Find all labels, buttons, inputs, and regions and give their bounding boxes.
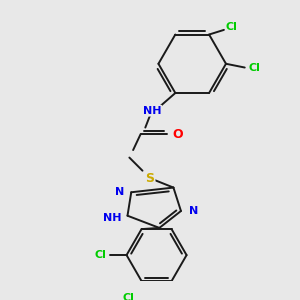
Text: Cl: Cl <box>122 293 134 300</box>
Text: NH: NH <box>103 213 122 223</box>
Text: Cl: Cl <box>94 250 106 260</box>
Text: N: N <box>116 187 124 197</box>
Text: O: O <box>173 128 183 141</box>
Text: Cl: Cl <box>248 62 260 73</box>
Text: NH: NH <box>142 106 161 116</box>
Text: S: S <box>146 172 154 185</box>
Text: Cl: Cl <box>226 22 238 32</box>
Text: N: N <box>190 206 199 216</box>
